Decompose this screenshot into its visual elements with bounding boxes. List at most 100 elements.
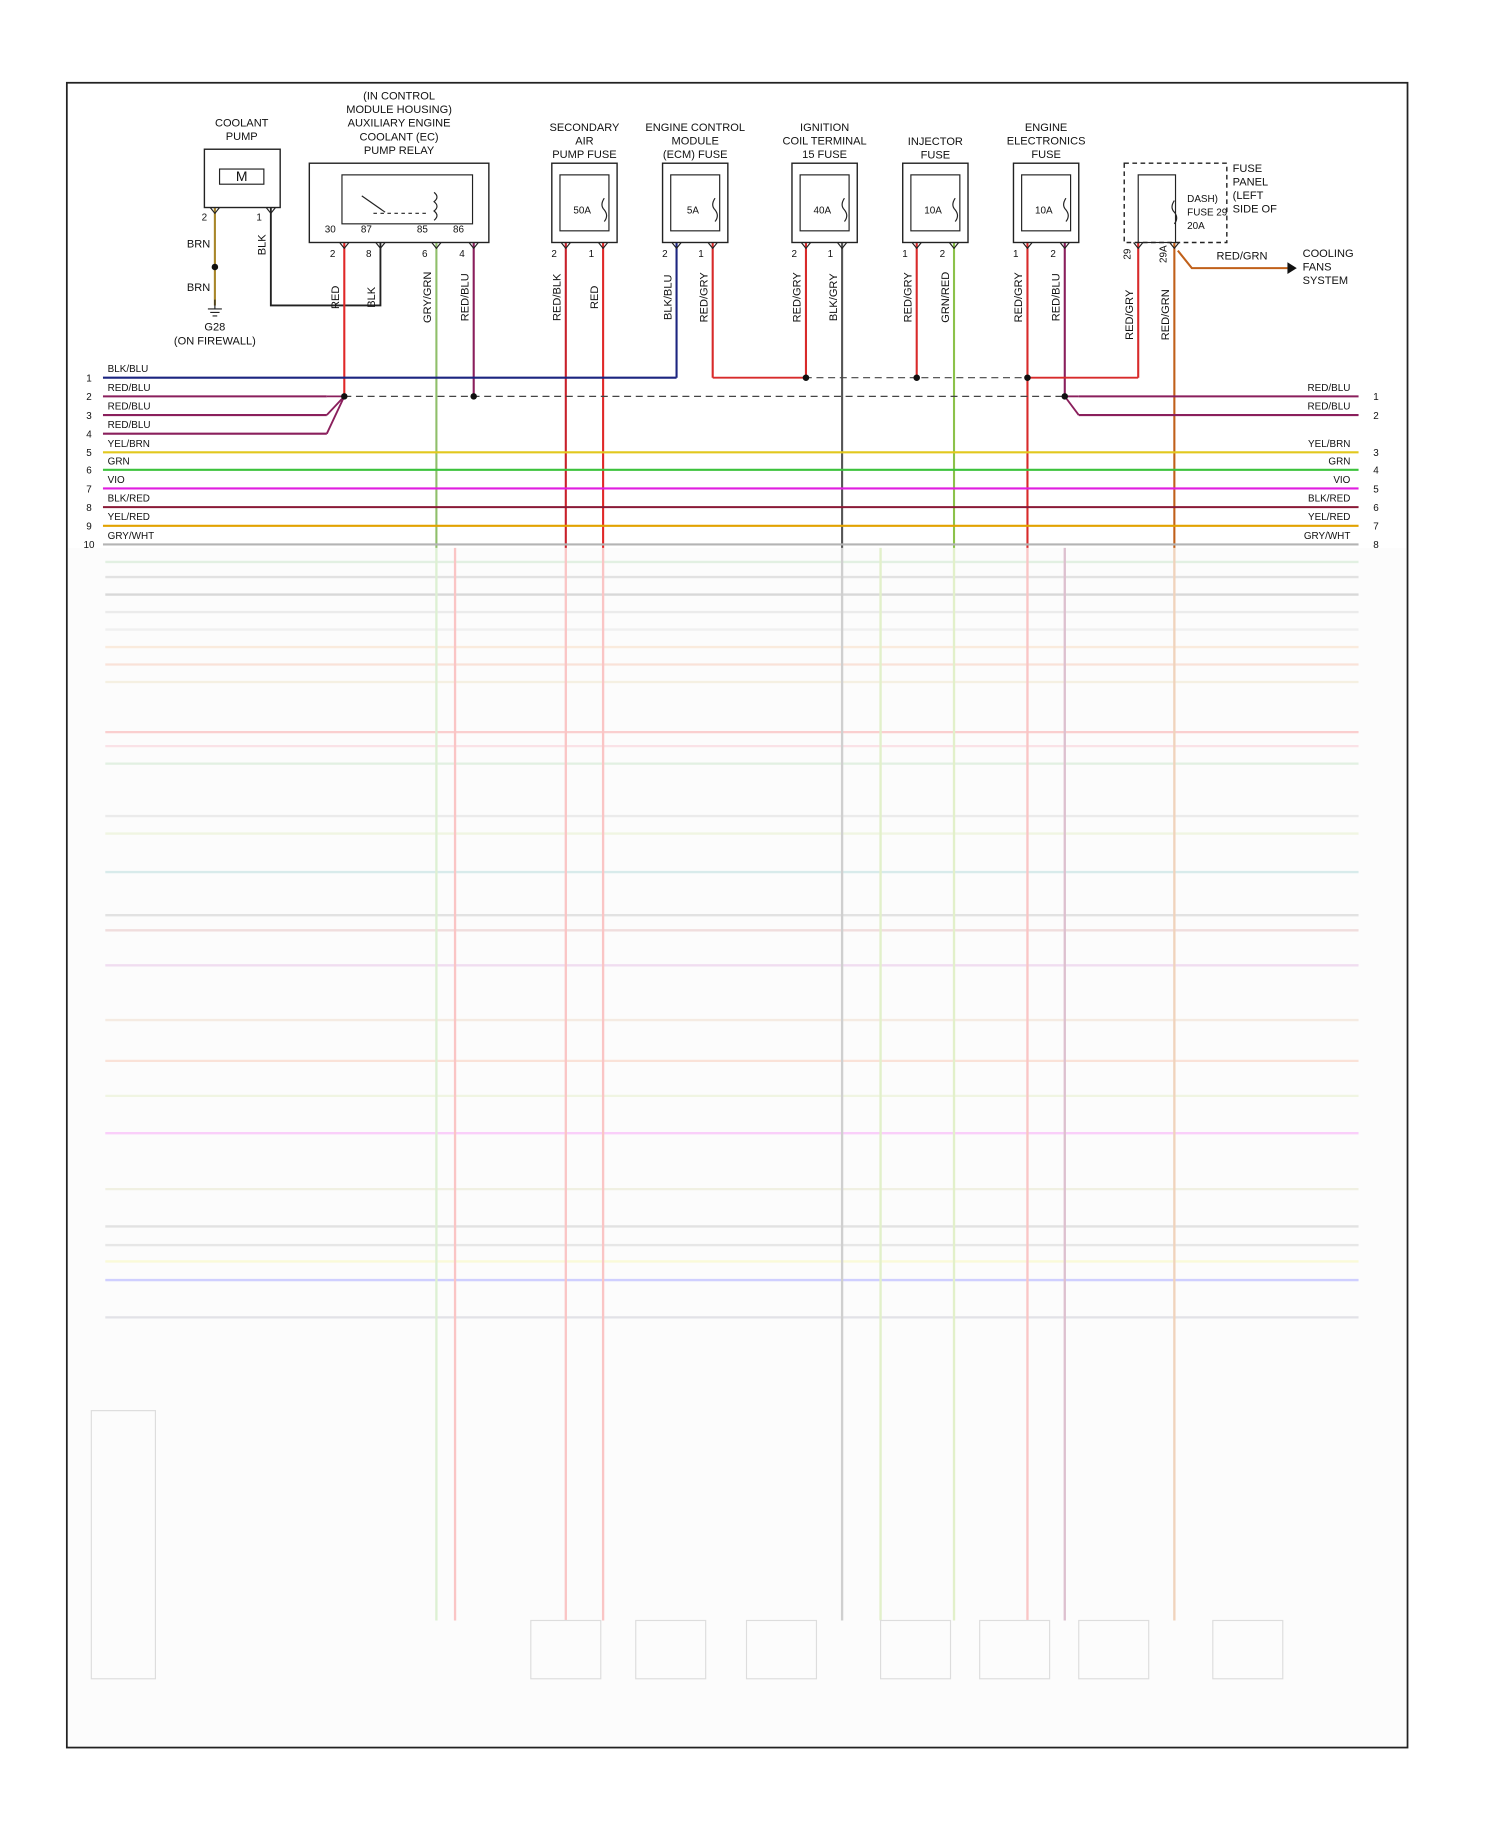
pin-number: 6 xyxy=(422,249,428,260)
pin-connector xyxy=(560,242,571,250)
wire-label: GRN/RED xyxy=(940,272,952,323)
blur-box xyxy=(90,1410,157,1680)
pin-connector xyxy=(836,242,848,250)
pin-number: 2 xyxy=(1050,249,1056,260)
component-title: FUSE xyxy=(1233,163,1263,175)
connector-pin: 3 xyxy=(86,411,92,422)
fuse-rating: 50A xyxy=(573,206,591,217)
connector-pin: 4 xyxy=(86,429,92,440)
wire-label: RED/GRY xyxy=(1124,289,1136,340)
component-box xyxy=(1012,162,1080,244)
relay-terminal: 86 xyxy=(453,224,465,235)
pin-number: 29A xyxy=(1158,245,1169,263)
motor-symbol xyxy=(218,168,265,185)
connector-wire-label: BLK/RED xyxy=(108,494,150,505)
component-title: AIR xyxy=(575,136,593,148)
blur-box xyxy=(530,1619,602,1680)
connector-wire-label: GRY/WHT xyxy=(1304,531,1351,542)
junction xyxy=(1024,374,1031,381)
connector-wire-label: GRN xyxy=(1328,456,1350,467)
fuse-rating: 10A xyxy=(1035,206,1053,217)
fuse-element xyxy=(1171,200,1178,225)
blur-bg xyxy=(67,547,1407,1747)
motor-label: M xyxy=(236,168,248,184)
blur-box xyxy=(635,1619,707,1680)
pin-connector xyxy=(339,242,350,250)
connector-wire-label: BLK/BLU xyxy=(108,364,149,375)
pin-connector xyxy=(1059,242,1070,250)
fuse-panel-text: DASH) xyxy=(1187,194,1218,205)
component-title: PUMP xyxy=(226,131,258,143)
connector-wire-label: RED/BLU xyxy=(1308,383,1351,394)
wire-label: BRN xyxy=(187,239,210,251)
pin-connector xyxy=(431,242,442,250)
fuse-rating: 5A xyxy=(687,206,700,217)
component-title: IGNITION xyxy=(800,122,849,134)
wire-label: RED/GRN xyxy=(1160,289,1172,340)
connector-pin: 8 xyxy=(1373,540,1379,551)
blur-box xyxy=(979,1619,1051,1680)
connector-pin: 1 xyxy=(86,373,92,384)
relay-terminal: 87 xyxy=(361,224,372,235)
ground-symbol xyxy=(207,299,222,317)
component-title: COOLANT xyxy=(215,117,269,129)
pin-connector xyxy=(911,242,922,250)
pin-connector xyxy=(468,242,479,250)
component-title: INJECTOR xyxy=(908,136,963,148)
pin-connector xyxy=(800,242,812,250)
component-title: 15 FUSE xyxy=(802,149,847,161)
wire xyxy=(326,395,345,416)
fuse-inner xyxy=(910,174,961,232)
connector-pin: 6 xyxy=(86,466,92,477)
component-box xyxy=(203,148,281,209)
connector-pin: 10 xyxy=(83,540,95,551)
component-title: SECONDARY xyxy=(550,122,620,134)
wire-label: RED xyxy=(330,286,342,309)
component-title: MODULE xyxy=(672,136,719,148)
ground-label: G28 xyxy=(204,322,225,334)
wire-label: RED/GRY xyxy=(792,272,804,323)
wire xyxy=(1064,395,1080,416)
wire-label: BRN xyxy=(187,282,210,294)
connector-wire-label: VIO xyxy=(108,475,125,486)
blurred-section xyxy=(67,547,1407,1747)
ground-label: (ON FIREWALL) xyxy=(174,336,256,348)
wire-label: RED/BLK xyxy=(552,273,564,321)
fuse-element xyxy=(841,197,848,222)
wire-label: RED/GRY xyxy=(698,272,710,323)
wire-label: BLK/BLU xyxy=(662,275,674,321)
connector-wire-label: YEL/RED xyxy=(1308,512,1350,523)
connector-pin: 9 xyxy=(86,522,92,533)
blur-box xyxy=(745,1619,818,1680)
wire-label: BLK/GRY xyxy=(828,273,840,321)
wire-label: RED/GRN xyxy=(1216,250,1267,262)
component-title: (LEFT xyxy=(1233,190,1264,202)
pin-connector xyxy=(265,207,276,215)
pin-connector xyxy=(1022,242,1033,250)
relay-coil xyxy=(433,191,438,221)
pin-connector xyxy=(375,242,386,250)
blur-box xyxy=(1078,1619,1150,1680)
component-title: ELECTRONICS xyxy=(1007,136,1086,148)
connector-wire-label: GRN xyxy=(108,456,130,467)
wires xyxy=(102,207,1359,548)
component-title: ENGINE CONTROL xyxy=(645,122,745,134)
connector-pin: 3 xyxy=(1373,448,1379,459)
component-title: PUMP RELAY xyxy=(364,145,435,157)
pin-number: 1 xyxy=(589,249,595,260)
component-title: (ECM) FUSE xyxy=(663,149,728,161)
relay-terminal: 85 xyxy=(417,224,429,235)
junction xyxy=(211,263,219,271)
pin-number: 2 xyxy=(940,249,946,260)
fuse-inner xyxy=(1137,174,1177,244)
component-title: (IN CONTROL xyxy=(363,91,435,103)
wire-label: RED/GRY xyxy=(902,272,914,323)
component-title: PANEL xyxy=(1233,176,1268,188)
fuse-element xyxy=(952,197,959,222)
component-box xyxy=(902,162,969,244)
component-box xyxy=(661,162,729,244)
target-label: FANS xyxy=(1303,262,1332,274)
component-title: PUMP FUSE xyxy=(552,149,616,161)
pin-connector xyxy=(948,242,960,250)
